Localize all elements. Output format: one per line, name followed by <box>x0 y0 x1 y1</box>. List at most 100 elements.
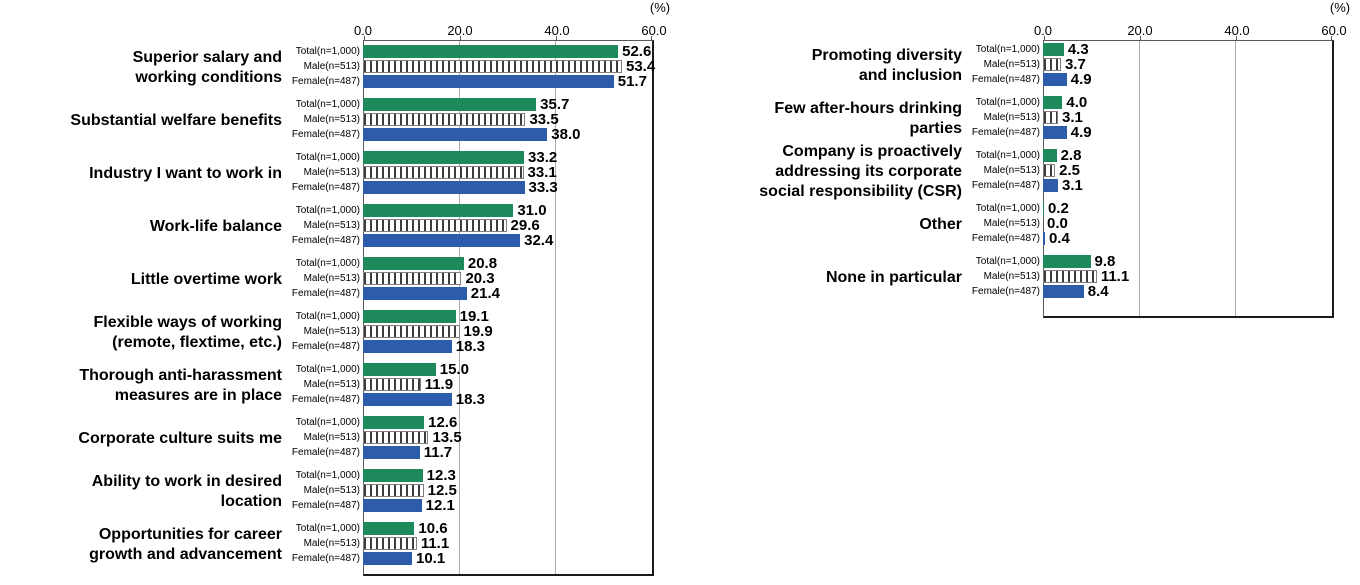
male-bar <box>363 272 462 285</box>
axis-tick-mark <box>1139 36 1141 41</box>
value-label: 0.0 <box>1047 215 1068 232</box>
category-label: Substantial welfare benefits <box>70 111 282 129</box>
bar-row: 0.4 <box>1043 230 1334 247</box>
value-label: 18.3 <box>455 338 485 355</box>
total-bar <box>1043 43 1064 56</box>
bar-column: 4.3 3.7 4.9 <box>1043 42 1334 88</box>
bar-row: 2.8 <box>1043 148 1334 163</box>
category-label: Promoting diversity and inclusion <box>811 46 962 84</box>
female-bar <box>363 128 548 141</box>
male-bar <box>363 113 526 126</box>
axis-tick-label: 40.0 <box>544 23 570 38</box>
male-bar <box>363 166 524 179</box>
series-label: Male(n=513) <box>983 218 1040 229</box>
value-label: 33.3 <box>528 179 558 196</box>
axis-tick-mark <box>651 36 652 41</box>
category-label: Industry I want to work in <box>89 164 282 182</box>
value-label: 10.6 <box>418 520 448 537</box>
category-group: Thorough anti-harassment measures are in… <box>0 362 654 408</box>
value-label: 11.1 <box>420 535 450 552</box>
male-bar <box>363 484 424 497</box>
total-bar <box>363 257 464 270</box>
series-label: Total(n=1,000) <box>975 44 1040 55</box>
series-label: Female(n=487) <box>291 341 360 352</box>
bar-row: 20.3 <box>363 271 654 286</box>
total-bar <box>363 98 537 111</box>
male-bar <box>1043 58 1061 71</box>
bar-column: 0.2 0.0 0.4 <box>1043 201 1334 247</box>
series-label: Female(n=487) <box>971 286 1040 297</box>
value-label: 12.1 <box>425 497 455 514</box>
bar-row: 32.4 <box>363 233 654 248</box>
axis-tick-mark <box>1044 36 1045 41</box>
category-group: Few after-hours drinking parties Total(n=… <box>680 94 1334 140</box>
male-bar <box>363 431 429 444</box>
bar-column: 2.8 2.5 3.1 <box>1043 148 1334 194</box>
category-group: Flexible ways of working (remote, flexti… <box>0 309 654 355</box>
value-label: 12.5 <box>427 482 457 499</box>
value-label: 8.4 <box>1087 283 1109 300</box>
value-label: 18.3 <box>455 391 485 408</box>
female-bar <box>363 287 467 300</box>
category-group: Substantial welfare benefits Total(n=1,00… <box>0 97 654 142</box>
value-label: 0.4 <box>1048 230 1070 247</box>
total-bar <box>363 204 514 217</box>
series-label: Female(n=487) <box>291 500 360 511</box>
series-label: Total(n=1,000) <box>295 99 360 110</box>
series-label: Male(n=513) <box>303 485 360 496</box>
total-bar <box>363 469 423 482</box>
series-label-column: Total(n=1,000) Male(n=513) Female(n=487) <box>965 255 1043 300</box>
value-label: 4.0 <box>1066 94 1088 111</box>
axis-tick-mark <box>1236 36 1237 41</box>
male-bar <box>1043 111 1059 124</box>
bar-row: 11.9 <box>363 377 654 392</box>
category-group: Corporate culture suits me Total(n=1,000)… <box>0 415 654 461</box>
series-label: Male(n=513) <box>303 167 360 178</box>
bar-row: 9.8 <box>1043 254 1334 269</box>
series-label-column: Total(n=1,000) Male(n=513) Female(n=487) <box>285 45 363 90</box>
category-label: Thorough anti-harassment measures are in… <box>79 366 282 404</box>
category-group: Ability to work in desired location Total… <box>0 467 654 514</box>
value-label: 52.6 <box>622 43 652 60</box>
series-label: Male(n=513) <box>303 220 360 231</box>
value-label: 12.3 <box>426 467 456 484</box>
bar-row: 3.1 <box>1043 109 1334 126</box>
female-bar <box>363 75 614 88</box>
series-label-column: Total(n=1,000) Male(n=513) Female(n=487) <box>965 43 1043 88</box>
series-label-column: Total(n=1,000) Male(n=513) Female(n=487) <box>285 310 363 355</box>
bar-row: 0.0 <box>1043 215 1334 232</box>
female-bar <box>363 181 525 194</box>
bar-column: 52.6 53.4 51.7 <box>363 43 655 90</box>
series-label: Total(n=1,000) <box>295 311 360 322</box>
series-label: Total(n=1,000) <box>295 470 360 481</box>
category-group: Opportunities for career growth and adva… <box>0 520 654 567</box>
value-label: 10.1 <box>415 550 446 567</box>
value-label: 33.5 <box>529 111 559 128</box>
axis-tick-label: 0.0 <box>353 23 373 38</box>
series-label: Total(n=1,000) <box>295 417 360 428</box>
bar-row: 53.4 <box>363 59 655 74</box>
bar-row: 15.0 <box>363 362 654 377</box>
series-label: Female(n=487) <box>291 553 360 564</box>
series-label: Female(n=487) <box>291 394 360 405</box>
series-label: Total(n=1,000) <box>975 256 1040 267</box>
bar-groups: Superior salary and working conditions To… <box>0 43 655 576</box>
male-bar <box>363 219 507 232</box>
total-bar <box>1043 96 1063 109</box>
value-label: 3.1 <box>1062 109 1083 126</box>
bar-column: 10.6 11.1 10.1 <box>363 520 654 567</box>
series-label: Total(n=1,000) <box>295 523 360 534</box>
female-bar <box>1043 73 1067 86</box>
bar-row: 19.9 <box>363 324 654 339</box>
series-label: Total(n=1,000) <box>295 364 360 375</box>
value-label: 33.2 <box>528 149 558 166</box>
bar-row: 18.3 <box>363 338 654 355</box>
bar-row: 20.8 <box>363 256 654 271</box>
axis-tick-mark <box>364 36 365 41</box>
category-group: None in particular Total(n=1,000) Male(n=5… <box>680 254 1334 300</box>
category-group: Industry I want to work in Total(n=1,000)… <box>0 149 654 196</box>
female-bar <box>363 340 452 353</box>
category-label: Other <box>919 215 962 233</box>
series-label: Female(n=487) <box>971 233 1040 244</box>
bar-column: 12.6 13.5 11.7 <box>363 415 654 461</box>
